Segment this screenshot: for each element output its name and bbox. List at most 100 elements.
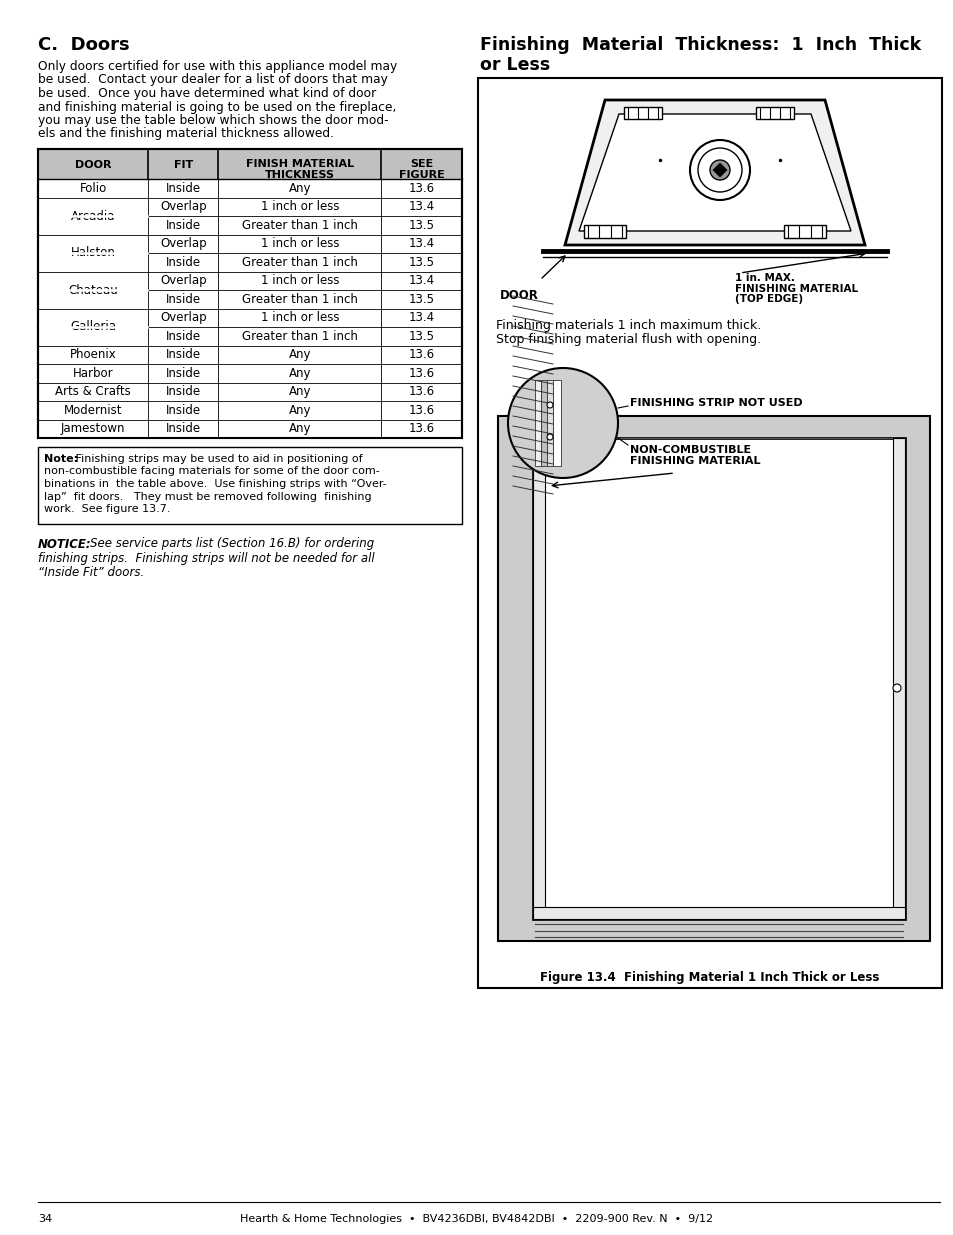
Bar xyxy=(497,416,929,941)
Text: you may use the table below which shows the door mod-: you may use the table below which shows … xyxy=(38,114,388,127)
Text: Greater than 1 inch: Greater than 1 inch xyxy=(242,256,357,269)
Text: 1 inch or less: 1 inch or less xyxy=(260,274,338,288)
Text: Inside: Inside xyxy=(166,330,200,343)
Text: finishing strips.  Finishing strips will not be needed for all: finishing strips. Finishing strips will … xyxy=(38,552,375,564)
Text: Any: Any xyxy=(288,385,311,398)
Text: Finishing  Material  Thickness:  1  Inch  Thick: Finishing Material Thickness: 1 Inch Thi… xyxy=(479,36,921,54)
Bar xyxy=(546,380,553,466)
Text: FINISHING MATERIAL: FINISHING MATERIAL xyxy=(629,456,760,466)
Text: FINISHING MATERIAL: FINISHING MATERIAL xyxy=(734,284,858,294)
Text: Stop finishing material flush with opening.: Stop finishing material flush with openi… xyxy=(496,333,760,346)
Bar xyxy=(540,380,546,466)
Text: DOOR: DOOR xyxy=(499,289,538,303)
Text: work.  See figure 13.7.: work. See figure 13.7. xyxy=(44,504,171,514)
Text: 13.6: 13.6 xyxy=(408,385,435,398)
Bar xyxy=(623,107,661,119)
Text: Finishing strips may be used to aid in positioning of: Finishing strips may be used to aid in p… xyxy=(71,454,362,464)
Text: or Less: or Less xyxy=(479,56,550,74)
Text: 34: 34 xyxy=(38,1214,52,1224)
Text: NON-COMBUSTIBLE: NON-COMBUSTIBLE xyxy=(629,445,750,454)
Text: 13.6: 13.6 xyxy=(408,404,435,416)
Text: 1 in. MAX.: 1 in. MAX. xyxy=(734,273,794,283)
Text: FIGURE: FIGURE xyxy=(398,170,444,180)
Text: be used.  Contact your dealer for a list of doors that may: be used. Contact your dealer for a list … xyxy=(38,74,388,86)
Text: lap”  fit doors.   They must be removed following  finishing: lap” fit doors. They must be removed fol… xyxy=(44,492,372,501)
Text: Inside: Inside xyxy=(166,219,200,232)
Text: Inside: Inside xyxy=(166,404,200,416)
Text: Inside: Inside xyxy=(166,422,200,435)
Text: 13.5: 13.5 xyxy=(408,293,435,306)
Text: be used.  Once you have determined what kind of door: be used. Once you have determined what k… xyxy=(38,86,375,100)
Bar xyxy=(533,438,904,919)
Text: Finishing materials 1 inch maximum thick.: Finishing materials 1 inch maximum thick… xyxy=(496,319,760,332)
Text: 1 inch or less: 1 inch or less xyxy=(260,237,338,251)
Text: 13.5: 13.5 xyxy=(408,256,435,269)
Text: Any: Any xyxy=(288,422,311,435)
Circle shape xyxy=(689,140,749,200)
Circle shape xyxy=(698,148,741,191)
Text: 13.6: 13.6 xyxy=(408,182,435,195)
Bar xyxy=(553,380,560,466)
Text: FIT: FIT xyxy=(173,161,193,170)
Text: Folio: Folio xyxy=(79,182,107,195)
Polygon shape xyxy=(564,100,864,245)
Text: Inside: Inside xyxy=(166,256,200,269)
Text: Arts & Crafts: Arts & Crafts xyxy=(55,385,131,398)
Text: 13.6: 13.6 xyxy=(408,422,435,435)
Text: 13.5: 13.5 xyxy=(408,330,435,343)
Text: (TOP EDGE): (TOP EDGE) xyxy=(734,294,802,304)
Text: Chateau: Chateau xyxy=(69,284,118,296)
Text: Phoenix: Phoenix xyxy=(70,348,116,362)
Text: binations in  the table above.  Use finishing strips with “Over-: binations in the table above. Use finish… xyxy=(44,479,386,489)
Text: els and the finishing material thickness allowed.: els and the finishing material thickness… xyxy=(38,127,334,141)
Text: NOTICE:: NOTICE: xyxy=(38,537,91,551)
Text: DOOR: DOOR xyxy=(74,161,112,170)
Text: SEE: SEE xyxy=(410,159,433,169)
Text: Jamestown: Jamestown xyxy=(61,422,125,435)
Text: Hearth & Home Technologies  •  BV4236DBI, BV4842DBI  •  2209-900 Rev. N  •  9/12: Hearth & Home Technologies • BV4236DBI, … xyxy=(240,1214,713,1224)
Bar xyxy=(783,225,825,238)
Text: Any: Any xyxy=(288,348,311,362)
Text: 13.4: 13.4 xyxy=(408,237,435,251)
Text: Any: Any xyxy=(288,404,311,416)
Text: non-combustible facing materials for some of the door com-: non-combustible facing materials for som… xyxy=(44,467,379,477)
Text: 13.4: 13.4 xyxy=(408,200,435,214)
Text: Greater than 1 inch: Greater than 1 inch xyxy=(242,330,357,343)
Bar xyxy=(583,225,625,238)
Text: C.  Doors: C. Doors xyxy=(38,36,130,54)
Text: FINISHING STRIP NOT USED: FINISHING STRIP NOT USED xyxy=(629,398,801,408)
Text: Harbor: Harbor xyxy=(72,367,113,379)
Text: and finishing material is going to be used on the fireplace,: and finishing material is going to be us… xyxy=(38,100,395,114)
Text: Note:: Note: xyxy=(44,454,78,464)
Text: 13.6: 13.6 xyxy=(408,348,435,362)
Text: Inside: Inside xyxy=(166,385,200,398)
Text: 13.4: 13.4 xyxy=(408,311,435,325)
Text: 1 inch or less: 1 inch or less xyxy=(260,311,338,325)
Text: Greater than 1 inch: Greater than 1 inch xyxy=(242,219,357,232)
Polygon shape xyxy=(578,114,850,231)
Text: “Inside Fit” doors.: “Inside Fit” doors. xyxy=(38,567,144,579)
Text: Overlap: Overlap xyxy=(160,237,206,251)
Text: Inside: Inside xyxy=(166,348,200,362)
Bar xyxy=(755,107,793,119)
Text: Galleria: Galleria xyxy=(71,321,116,333)
Bar xyxy=(38,149,461,179)
Text: 13.5: 13.5 xyxy=(408,219,435,232)
Circle shape xyxy=(892,684,900,692)
Circle shape xyxy=(546,403,553,408)
Text: Overlap: Overlap xyxy=(160,274,206,288)
Bar xyxy=(535,380,540,466)
Text: Only doors certified for use with this appliance model may: Only doors certified for use with this a… xyxy=(38,61,396,73)
Text: 13.6: 13.6 xyxy=(408,367,435,379)
Text: Arcadia: Arcadia xyxy=(71,210,115,222)
Bar xyxy=(892,438,904,919)
Bar xyxy=(38,447,461,524)
Text: Halston: Halston xyxy=(71,247,115,259)
Text: Inside: Inside xyxy=(166,182,200,195)
Text: Greater than 1 inch: Greater than 1 inch xyxy=(242,293,357,306)
Text: Figure 13.4  Finishing Material 1 Inch Thick or Less: Figure 13.4 Finishing Material 1 Inch Th… xyxy=(539,972,879,984)
Circle shape xyxy=(507,368,618,478)
Bar xyxy=(533,906,904,919)
Text: Modernist: Modernist xyxy=(64,404,122,416)
Text: 13.4: 13.4 xyxy=(408,274,435,288)
